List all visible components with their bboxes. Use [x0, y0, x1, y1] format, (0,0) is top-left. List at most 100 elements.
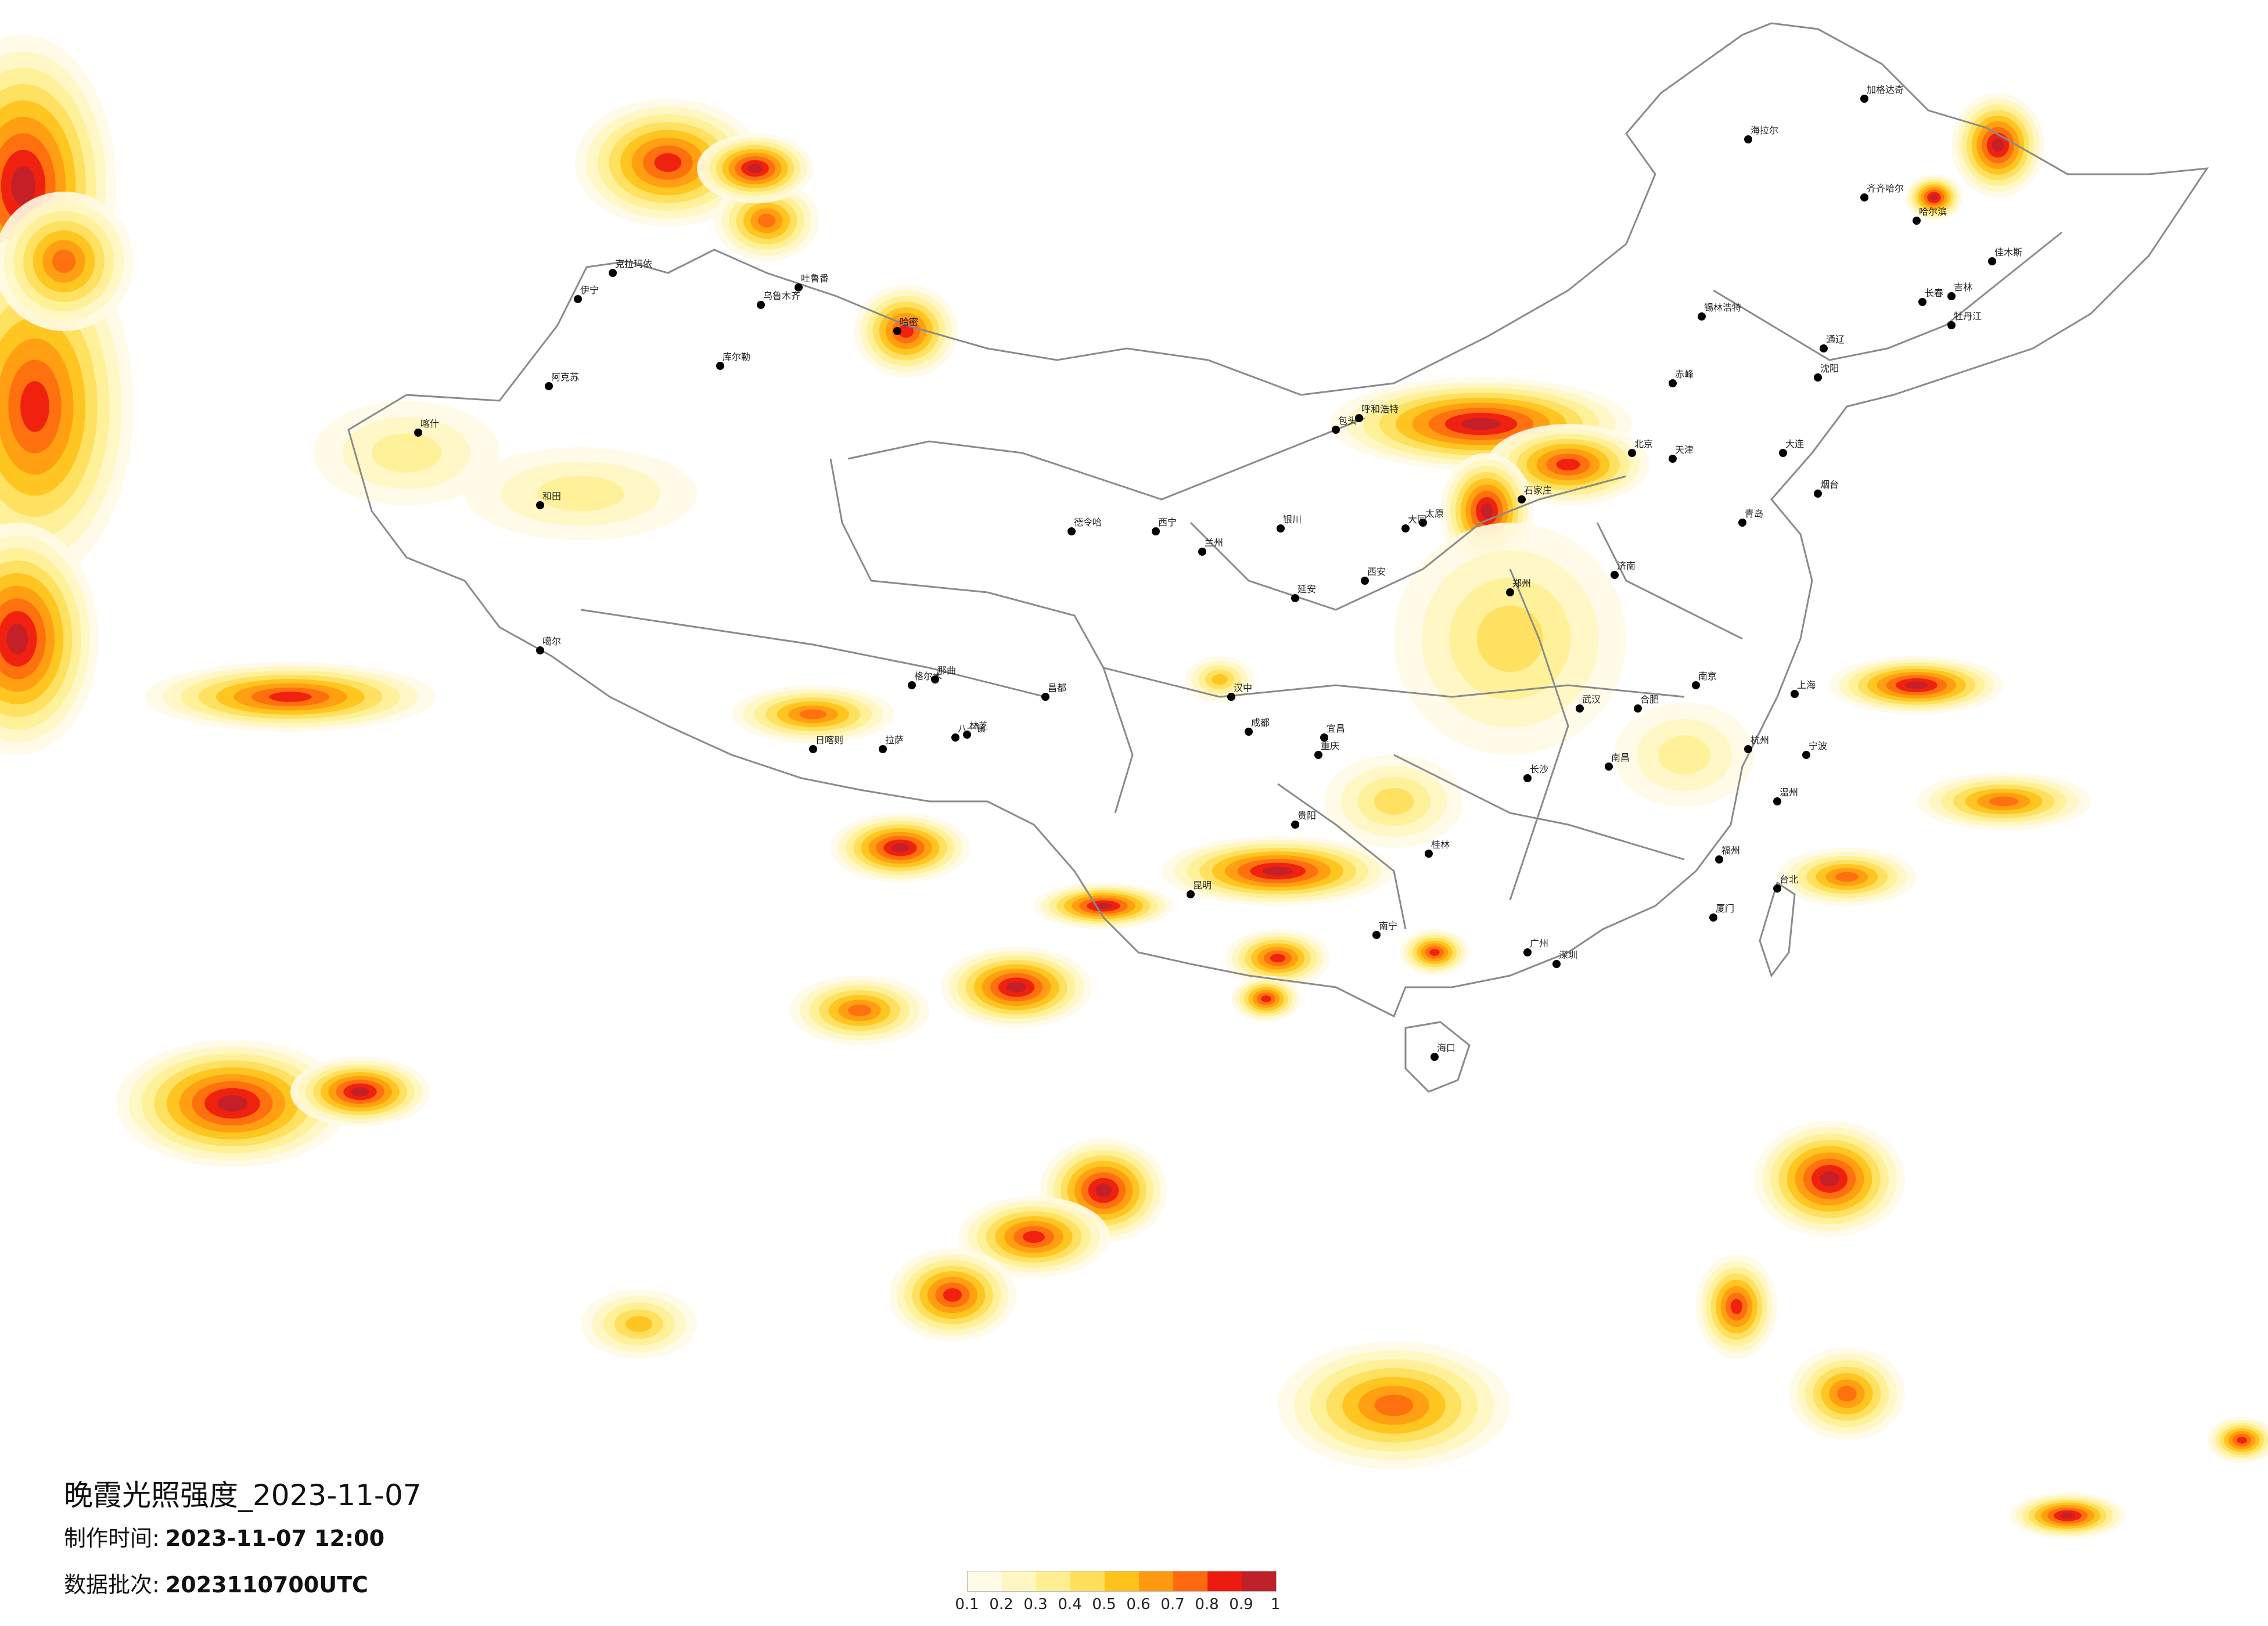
city-dot: [908, 681, 916, 689]
legend-tick-label: 0.1: [955, 1596, 979, 1613]
legend-swatch: [1070, 1571, 1105, 1591]
intensity-patch: [1989, 796, 2018, 807]
city-label: 台北: [1780, 874, 1798, 885]
intensity-patch: [20, 381, 49, 432]
city-dot: [574, 295, 582, 303]
city-dot: [1773, 797, 1781, 805]
city-dot: [1628, 449, 1636, 457]
city-label: 吐鲁番: [801, 273, 829, 284]
intensity-patch: [1556, 458, 1580, 471]
legend-tick-label: 0.2: [989, 1596, 1013, 1613]
legend-ticks: 0.1 0.2 0.3 0.4 0.5 0.6 0.7 0.8 0.9 1: [953, 1596, 1330, 1619]
color-legend: [967, 1571, 1277, 1592]
intensity-patch: [11, 166, 35, 206]
city-label: 青岛: [1745, 508, 1763, 519]
city-dot: [1355, 414, 1363, 422]
city-label: 噶尔: [542, 636, 561, 647]
city-dot: [1291, 821, 1299, 829]
city-label: 西安: [1367, 566, 1386, 577]
province-line: [1596, 522, 1743, 640]
legend-tick-label: 0.6: [1126, 1596, 1151, 1613]
intensity-patch: [1374, 788, 1414, 815]
legend-swatch: [1207, 1571, 1242, 1591]
city-label: 昆明: [1193, 880, 1212, 891]
city-dot: [1791, 690, 1799, 698]
city-label: 广州: [1530, 938, 1548, 949]
city-dot: [893, 327, 901, 335]
city-label: 拉萨: [885, 735, 904, 746]
city-dot: [1277, 524, 1285, 533]
city-dot: [1634, 704, 1642, 713]
legend-swatch: [1002, 1571, 1036, 1591]
city-dot: [1245, 728, 1253, 736]
intensity-patch: [799, 709, 827, 720]
city-dot: [1744, 745, 1752, 753]
intensity-patch: [1476, 605, 1544, 672]
intensity-patch: [537, 476, 624, 511]
city-label: 德令哈: [1074, 517, 1102, 528]
city-dot: [1779, 449, 1787, 457]
china-province-borders: [347, 22, 2209, 1093]
city-dot: [1947, 292, 1956, 300]
city-dot: [414, 429, 422, 437]
province-line: [1277, 783, 1407, 930]
city-dot: [1332, 426, 1340, 434]
city-label: 加格达奇: [1867, 84, 1904, 95]
city-label: 海口: [1437, 1042, 1455, 1053]
city-label: 海拉尔: [1751, 125, 1778, 136]
city-label: 南宁: [1379, 920, 1397, 931]
city-dot: [1523, 774, 1532, 782]
city-label: 烟台: [1820, 479, 1839, 490]
made-time-label: 制作时间:: [64, 1526, 160, 1551]
city-dot: [1820, 344, 1828, 352]
intensity-patch: [1094, 902, 1113, 909]
city-label: 包头: [1338, 415, 1357, 426]
city-dot: [1698, 312, 1706, 321]
city-label: 成都: [1251, 717, 1270, 728]
province-line: [829, 458, 1134, 814]
intensity-patch: [52, 250, 76, 273]
city-label: 赤峰: [1675, 369, 1694, 380]
city-dot: [1611, 571, 1619, 579]
city-label: 桂林: [1431, 839, 1450, 850]
city-label: 佳木斯: [1994, 247, 2022, 258]
legend-swatch: [968, 1571, 1002, 1591]
batch-label: 数据批次:: [64, 1572, 160, 1598]
city-label: 延安: [1297, 584, 1316, 595]
city-label: 那曲: [937, 665, 956, 676]
legend-tick-label: 0.8: [1195, 1596, 1219, 1613]
intensity-patch: [891, 843, 910, 852]
city-dot: [1918, 298, 1926, 306]
intensity-patch: [1837, 1386, 1857, 1402]
city-dot: [1152, 527, 1160, 535]
province-line: [1103, 667, 1685, 698]
city-dot: [1773, 884, 1781, 893]
province-line: [1393, 754, 1685, 861]
city-label: 福州: [1721, 845, 1740, 856]
city-label: 厦门: [1716, 903, 1734, 914]
intensity-patch: [1820, 1171, 1839, 1187]
city-label: 通辽: [1826, 334, 1845, 345]
legend-tick-label: 0.5: [1092, 1596, 1116, 1613]
province-line: [1509, 569, 1569, 901]
city-dot: [609, 269, 617, 277]
intensity-patch: [2059, 1512, 2076, 1519]
city-label: 哈密: [900, 316, 918, 328]
intensity-patch: [1930, 194, 1938, 201]
city-label: 长沙: [1530, 764, 1548, 775]
legend-swatch: [1036, 1571, 1070, 1591]
city-dot: [1430, 1053, 1439, 1061]
city-dot: [1605, 762, 1613, 771]
city-label: 日喀则: [815, 735, 843, 746]
city-label: 武汉: [1582, 694, 1601, 705]
city-label: 吉林: [1954, 282, 1972, 293]
city-dot: [1988, 257, 1996, 265]
intensity-patch: [898, 324, 914, 338]
city-dot: [1067, 527, 1076, 535]
city-dot: [1314, 751, 1322, 759]
city-label: 伊宁: [580, 285, 599, 296]
city-dot: [1802, 751, 1810, 759]
city-label: 呼和浩特: [1361, 404, 1399, 415]
city-dot: [1523, 948, 1532, 956]
